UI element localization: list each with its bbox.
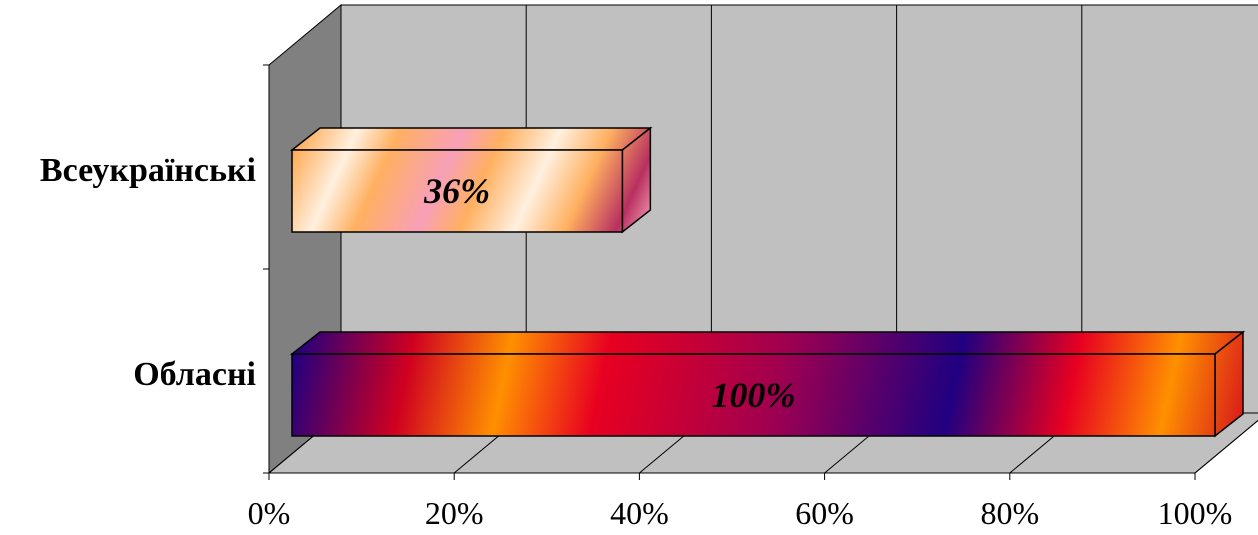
- x-tick-label: 80%: [980, 495, 1039, 531]
- x-tick-labels: 0% 20% 40% 60% 80% 100%: [248, 495, 1233, 531]
- bar-front-face: [291, 353, 1216, 437]
- x-tick-label: 60%: [795, 495, 854, 531]
- category-labels: Всеукраїнські Обласні: [40, 152, 256, 393]
- bar-1: 36%: [289, 126, 653, 234]
- bar-top-face: [289, 331, 1246, 355]
- x-tick-label: 100%: [1158, 495, 1233, 531]
- data-label: 36%: [423, 171, 490, 211]
- x-tick-label: 0%: [248, 495, 291, 531]
- floor-gridline: [1194, 419, 1258, 474]
- category-label: Всеукраїнські: [40, 152, 256, 189]
- bar-top-face: [289, 127, 653, 151]
- x-tick-label: 20%: [425, 495, 484, 531]
- data-label: 100%: [712, 375, 796, 415]
- x-tick-label: 40%: [610, 495, 669, 531]
- bar-2: 100%: [289, 330, 1246, 438]
- bar-front-face: [291, 149, 624, 233]
- category-label: Обласні: [133, 356, 256, 393]
- bars: 36% 100%: [289, 126, 1246, 438]
